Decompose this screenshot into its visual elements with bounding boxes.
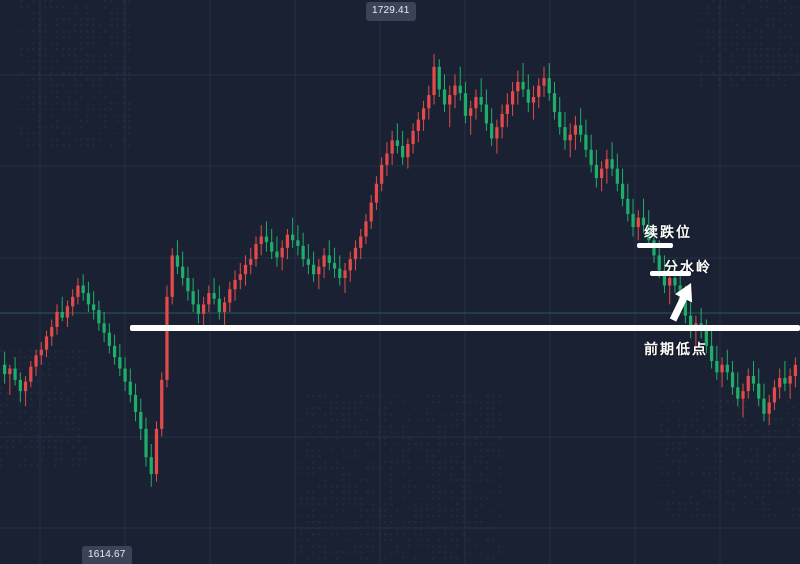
- price-label-low: 1614.67: [82, 546, 132, 564]
- annotation-label-previous-low: 前期低点: [644, 342, 708, 358]
- annotation-label-continue-decline: 续跌位: [644, 225, 692, 241]
- level-line-previous-low: [130, 325, 800, 331]
- level-line-continue-decline: [637, 243, 673, 248]
- level-line-watershed: [650, 271, 691, 276]
- price-label-high: 1729.41: [366, 2, 416, 21]
- upward-arrow-icon: [669, 283, 693, 322]
